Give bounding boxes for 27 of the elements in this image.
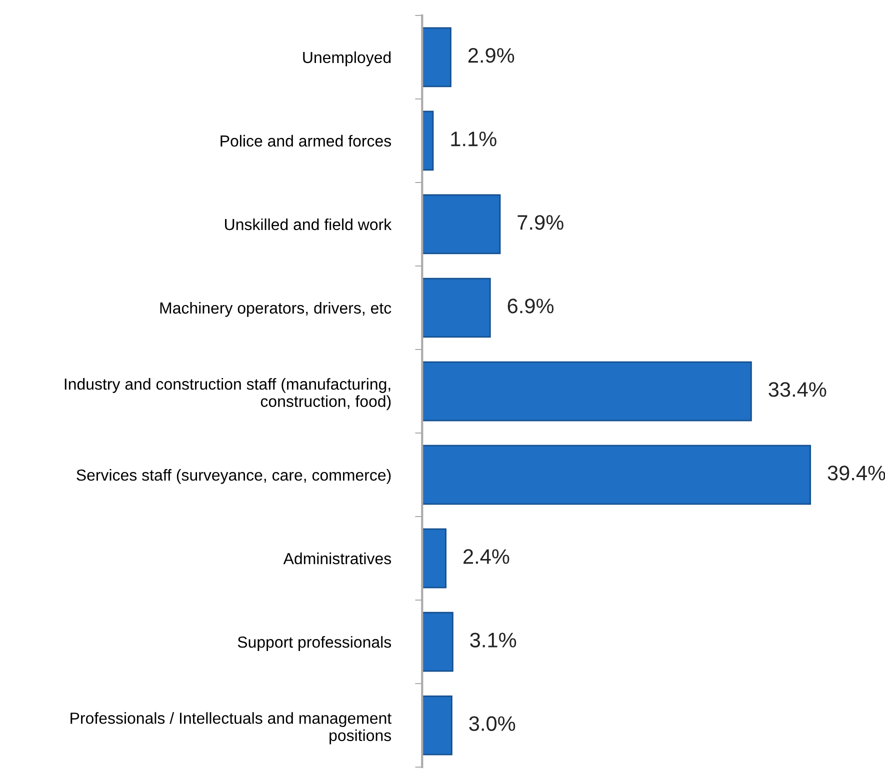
data-label: 7.9%: [518, 215, 564, 230]
bar: [422, 444, 811, 505]
data-label: 2.9%: [468, 48, 514, 63]
data-label: 3.0%: [469, 716, 516, 731]
data-label: 1.1%: [451, 132, 496, 146]
data-label: 3.1%: [470, 632, 516, 648]
bar: [422, 695, 452, 756]
data-label: 6.9%: [508, 298, 554, 314]
bar: [422, 528, 446, 588]
bar: [422, 27, 452, 88]
y-tick-label: Services staff (surveyance, care, commerce): [76, 469, 391, 484]
y-tick-label: Support professionals: [238, 636, 392, 651]
y-tick-label: Unemployed: [303, 51, 391, 66]
data-label: 2.4%: [464, 549, 510, 564]
y-tick-label: Industry and construction staff (manufacturing, construction, food): [64, 378, 391, 410]
y-tick-label: Professionals / Intellectuals and management positions: [70, 712, 392, 744]
bar: [422, 194, 501, 254]
y-tick-label: Police and armed forces: [220, 134, 392, 147]
y-tick-label: Machinery operators, drivers, etc: [160, 302, 392, 317]
bar: [422, 612, 454, 672]
bar: [422, 110, 434, 171]
bar: [422, 278, 491, 338]
bar: [422, 361, 752, 422]
data-label: 39.4%: [828, 466, 885, 480]
y-tick-label: Administratives: [283, 552, 392, 564]
y-tick-label: Unskilled and field work: [225, 218, 392, 230]
data-label: 33.4%: [768, 382, 826, 397]
